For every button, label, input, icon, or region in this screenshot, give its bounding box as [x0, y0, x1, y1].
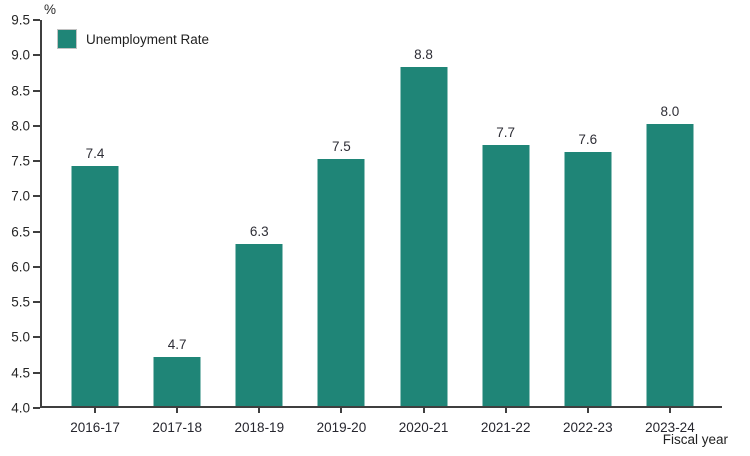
bar-slot: 7.4 2016-17 — [54, 20, 136, 435]
legend-label: Unemployment Rate — [86, 31, 210, 47]
y-tick-label: 9.5 — [11, 12, 30, 28]
y-tick-label: 7.5 — [11, 153, 30, 169]
bar-slot: 4.7 2017-18 — [136, 20, 218, 435]
y-tick-mark — [33, 336, 40, 339]
x-tick-label: 2022-23 — [563, 420, 613, 435]
y-axis-unit-label: % — [44, 2, 57, 17]
y-tick-mark — [33, 265, 40, 268]
bar-2023-24 — [646, 123, 694, 406]
y-tick-mark — [33, 371, 40, 374]
bar-value-label: 6.3 — [249, 223, 269, 239]
y-tick-label: 8.0 — [11, 118, 30, 134]
x-tick-label: 2021-22 — [480, 420, 531, 435]
x-tick-mark — [504, 408, 507, 413]
x-tick-mark — [422, 408, 425, 413]
y-tick-label: 5.0 — [11, 329, 30, 345]
x-tick-label: 2020-21 — [398, 420, 449, 435]
x-tick-label: 2018-19 — [234, 420, 285, 435]
bar-slot: 7.7 2021-22 — [465, 20, 547, 435]
y-tick-label: 6.5 — [11, 224, 30, 240]
bar-slot: 6.3 2018-19 — [218, 20, 300, 435]
y-tick-mark — [33, 195, 40, 198]
bar-value-label: 7.7 — [496, 124, 516, 140]
bar-slot: 7.5 2019-20 — [300, 20, 382, 435]
bar-value-label: 8.8 — [414, 47, 433, 63]
x-tick-mark — [258, 408, 261, 413]
bar-slot: 8.0 2023-24 — [629, 20, 711, 435]
x-tick-label: 2019-20 — [316, 420, 367, 435]
legend: Unemployment Rate — [57, 29, 209, 49]
bar-2021-22 — [482, 144, 530, 406]
bar-value-label: 7.5 — [332, 139, 351, 155]
y-tick-label: 6.0 — [11, 259, 30, 275]
y-tick-mark — [33, 230, 40, 233]
x-tick-mark — [340, 408, 343, 413]
y-tick-label: 8.5 — [11, 83, 30, 99]
x-tick-mark — [94, 408, 97, 413]
y-tick-label: 4.5 — [11, 365, 30, 381]
y-tick-label: 4.0 — [11, 400, 30, 416]
y-tick-mark — [33, 19, 40, 21]
y-tick-mark — [33, 301, 40, 304]
bars-container: 7.4 2016-17 4.7 2017-18 6.3 2018-19 7.5 2019-20… — [42, 20, 722, 435]
x-tick-label: 2016-17 — [70, 420, 120, 435]
x-tick-label: 2023-24 — [645, 420, 695, 435]
y-tick-mark — [33, 124, 40, 127]
bar-2022-23 — [564, 152, 612, 406]
bar-value-label: 7.6 — [578, 132, 598, 148]
bar-2018-19 — [235, 243, 283, 406]
x-tick-mark — [586, 408, 589, 413]
x-tick-mark — [176, 408, 179, 413]
bar-slot: 7.6 2022-23 — [547, 20, 629, 435]
y-tick-mark — [33, 54, 40, 57]
bar-slot: 8.8 2020-21 — [383, 20, 465, 435]
plot-area: 9.5 9.0 8.5 8.0 7.5 7.0 6.5 6.0 5.5 5.0 4.5 4.0 7.4… — [11, 13, 722, 435]
y-tick-label: 7.0 — [11, 188, 30, 204]
bar-value-label: 7.4 — [85, 146, 105, 162]
bar-2016-17 — [71, 166, 119, 406]
y-tick-mark — [33, 160, 40, 163]
x-tick-label: 2017-18 — [152, 420, 202, 435]
bar-2020-21 — [400, 67, 448, 406]
bar-value-label: 8.0 — [660, 103, 680, 119]
x-tick-mark — [668, 408, 671, 413]
bar-2017-18 — [153, 356, 201, 406]
y-tick-label: 5.5 — [11, 294, 30, 310]
legend-swatch — [57, 29, 77, 49]
y-tick-mark — [33, 89, 40, 92]
bar-value-label: 4.7 — [167, 336, 187, 352]
y-tick-mark — [33, 407, 40, 409]
x-axis-title: Fiscal year — [662, 432, 728, 447]
bar-2019-20 — [317, 159, 365, 406]
y-tick-label: 9.0 — [11, 47, 30, 63]
